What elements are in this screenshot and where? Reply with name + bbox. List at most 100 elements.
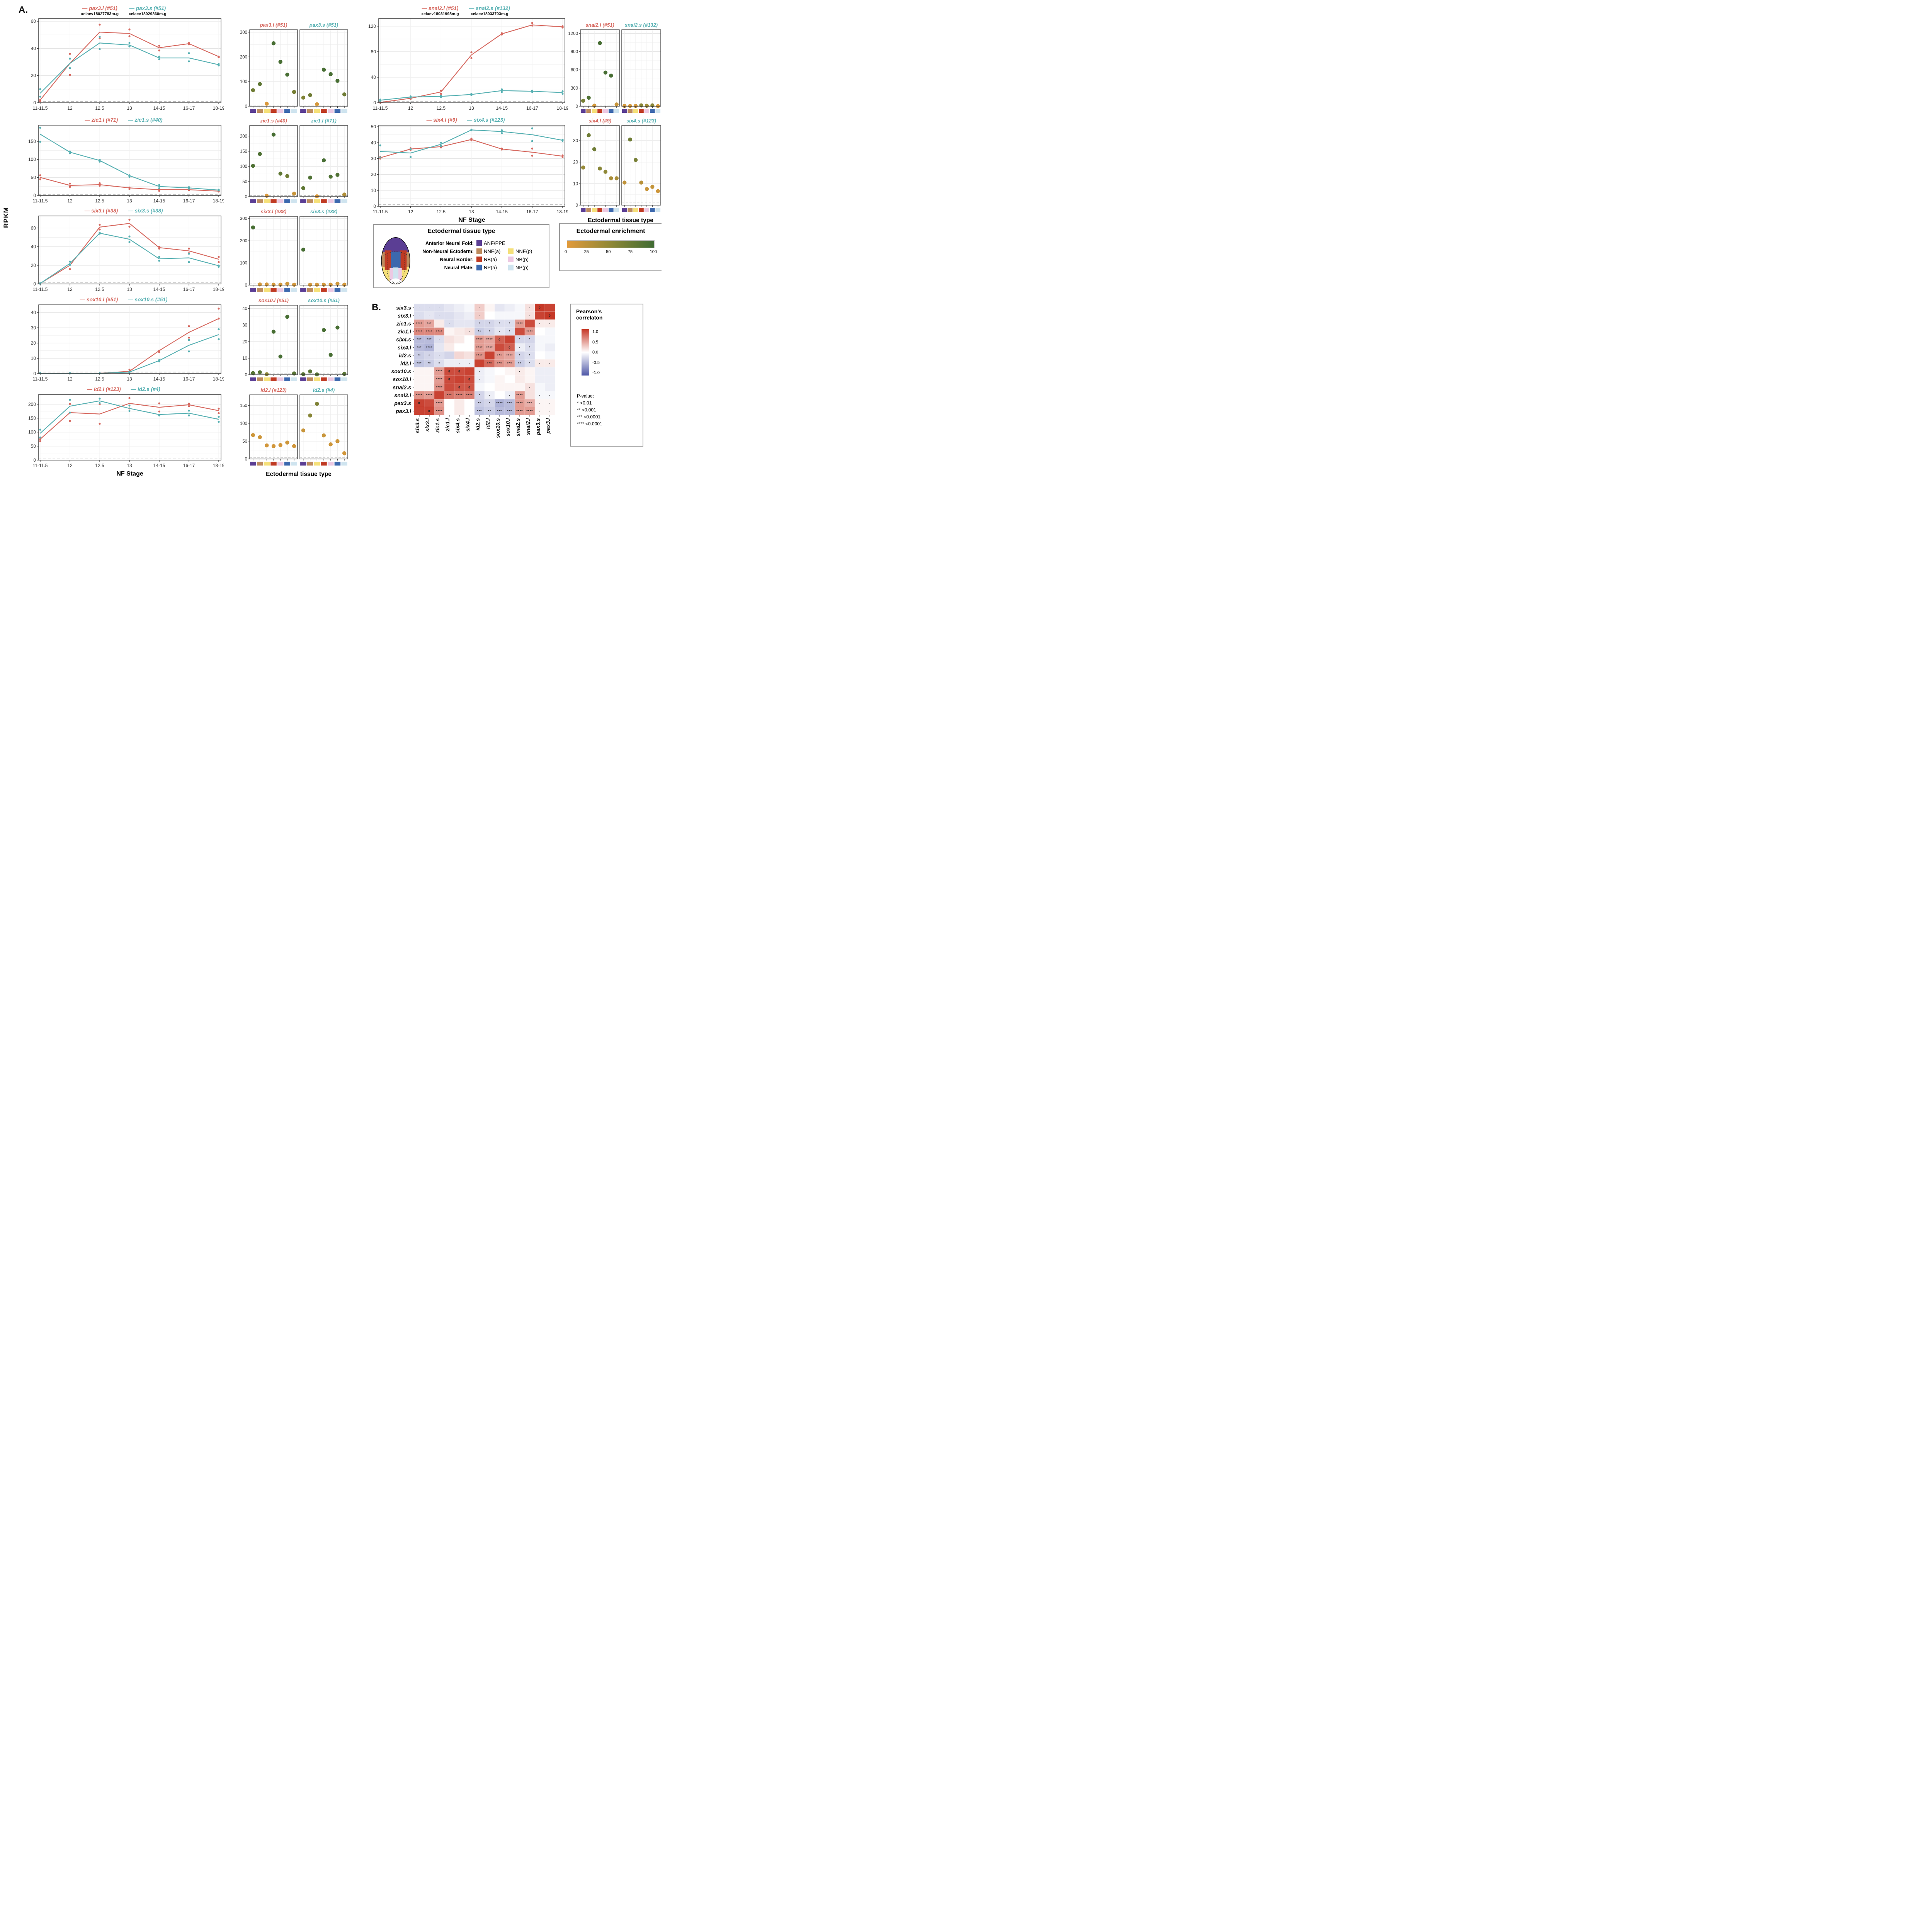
svg-text:***: *** (417, 338, 422, 342)
heatmap-row-label: zic1.l (398, 328, 412, 335)
svg-text:40: 40 (371, 75, 376, 80)
np-a-swatch (476, 265, 482, 270)
svg-text:***: *** (497, 353, 502, 357)
svg-text:.: . (449, 321, 450, 325)
svg-text:0: 0 (509, 346, 510, 349)
tissue-row-label: Neural Border: (440, 257, 474, 262)
six3-plot-svg: 0 20 40 60 11-11.5 12 12.5 13 14-15 16-17 18-19 (31, 216, 225, 292)
pax3-legend: — pax3.l (#51) xelaev18027783m.g — pax3.s (#… (23, 5, 224, 16)
pax3-dot-plot: pax3.l (#51) pax3.s (#51) 0 100 200 300 (236, 21, 349, 118)
tissue-legend-rows: Anterior Neural Fold: ANF/PPE Non-Neural… (416, 238, 537, 270)
svg-text:0: 0 (576, 203, 578, 208)
pearson-gradient-bar (582, 329, 589, 376)
svg-text:30: 30 (31, 325, 36, 330)
tissue-code: NNE(a) (484, 248, 501, 254)
svg-text:18-19: 18-19 (213, 287, 224, 292)
svg-text:0: 0 (549, 314, 551, 318)
dot-plot-title: snai2.s (#132) (625, 22, 658, 28)
svg-text:10: 10 (573, 182, 578, 186)
heatmap-col-label: pax3.l (545, 418, 551, 434)
svg-text:*: * (479, 393, 480, 397)
svg-text:200: 200 (28, 401, 36, 407)
svg-text:0: 0 (498, 338, 500, 342)
svg-text:**: ** (418, 353, 421, 357)
svg-text:13: 13 (127, 463, 132, 468)
pvalue-title: P-value: (577, 393, 594, 399)
svg-text:12: 12 (408, 209, 413, 214)
svg-text:.: . (499, 329, 500, 333)
legend-entry-sox10.l: — sox10.l (#51) (80, 297, 118, 302)
svg-text:0: 0 (539, 306, 541, 309)
svg-text:****: **** (516, 401, 523, 405)
heatmap-row-label: id2.s (399, 352, 411, 359)
svg-text:.: . (469, 361, 470, 365)
heatmap-row-label: six3.l (398, 313, 412, 319)
svg-text:0: 0 (33, 371, 36, 376)
svg-text:12: 12 (67, 463, 73, 468)
svg-text:*: * (489, 322, 490, 326)
svg-text:*: * (519, 338, 520, 342)
legend-dash-icon: — (422, 5, 427, 11)
svg-text:60: 60 (31, 225, 36, 231)
dot-plot-title: zic1.s (#40) (260, 118, 287, 124)
heatmap-col-label: six3.l (424, 418, 430, 432)
svg-text:0: 0 (448, 370, 450, 373)
dot-plot-title: zic1.l (#71) (311, 118, 337, 124)
svg-text:300: 300 (240, 217, 247, 221)
pvalue-line: ** <0.001 (577, 407, 596, 413)
svg-text:****: **** (436, 385, 442, 389)
svg-text:50: 50 (31, 444, 36, 449)
svg-text:*: * (529, 345, 531, 349)
svg-text:.: . (539, 408, 540, 412)
svg-text:18-19: 18-19 (213, 198, 224, 204)
svg-text:****: **** (416, 330, 422, 333)
svg-text:12.5: 12.5 (95, 463, 104, 468)
svg-text:11-11.5: 11-11.5 (33, 376, 48, 382)
heatmap-col-label: sox10.s (495, 418, 501, 438)
svg-text:.: . (479, 313, 480, 317)
svg-text:***: *** (507, 401, 512, 405)
snai2-line-chart: — snai2.l (#51) xelaev18031998m.g — snai2.s … (363, 5, 569, 117)
x-axis-label: NF Stage (116, 471, 143, 477)
svg-text:****: **** (416, 393, 422, 397)
svg-text:*: * (489, 330, 490, 333)
svg-text:30: 30 (573, 139, 578, 143)
svg-text:*: * (519, 353, 520, 357)
svg-text:*: * (429, 353, 430, 357)
svg-text:13: 13 (127, 287, 132, 292)
svg-text:0: 0 (245, 283, 247, 288)
svg-text:14-15: 14-15 (153, 376, 165, 382)
svg-text:11-11.5: 11-11.5 (33, 105, 48, 111)
svg-text:50: 50 (242, 439, 247, 444)
heatmap-row-label: pax3.s (394, 400, 411, 406)
sox10d-svg: sox10.l (#51) sox10.s (#51) 0 10 20 30 40 (242, 297, 348, 381)
np-p-swatch (508, 265, 514, 270)
tissue-code: ANF/PPE (484, 240, 505, 246)
svg-text:11-11.5: 11-11.5 (33, 463, 48, 468)
svg-text:****: **** (466, 393, 473, 397)
nne-p-swatch (508, 248, 514, 254)
svg-text:0: 0 (458, 370, 460, 373)
six3-dot-plot: six3.l (#38) six3.s (#38) 0 100 200 300 (236, 208, 349, 297)
svg-text:.: . (539, 393, 540, 396)
tissue-code: NP(p) (515, 265, 529, 270)
svg-text:13: 13 (127, 198, 132, 204)
svg-text:10: 10 (371, 188, 376, 193)
svg-text:.: . (539, 321, 540, 325)
svg-text:0: 0 (33, 100, 36, 105)
legend-entry-six4.s: — six4.s (#123) (467, 117, 505, 123)
svg-text:150: 150 (28, 415, 36, 421)
sox10-line-chart: — sox10.l (#51) — sox10.s (#51) 0 10 20 30 40 11-… (23, 297, 225, 386)
svg-text:0: 0 (245, 195, 247, 199)
svg-text:18-19: 18-19 (557, 105, 568, 111)
svg-text:***: *** (487, 362, 492, 365)
heatmap-row-label: snai2.l (394, 392, 412, 398)
snai2d-svg: snai2.l (#51) snai2.s (#132) 0 300 600 900 120… (568, 22, 661, 113)
gene-id-subtitle: xelaev18031998m.g (421, 12, 459, 16)
dot-plot-title: pax3.s (#51) (309, 22, 338, 28)
legend-dash-icon: — (80, 297, 85, 302)
svg-text:40: 40 (31, 244, 36, 250)
zic1-line-chart: — zic1.l (#71) — zic1.s (#40) 0 50 100 150 11-11… (23, 117, 225, 208)
svg-text:100: 100 (240, 421, 247, 426)
legend-dash-icon: — (128, 297, 133, 302)
